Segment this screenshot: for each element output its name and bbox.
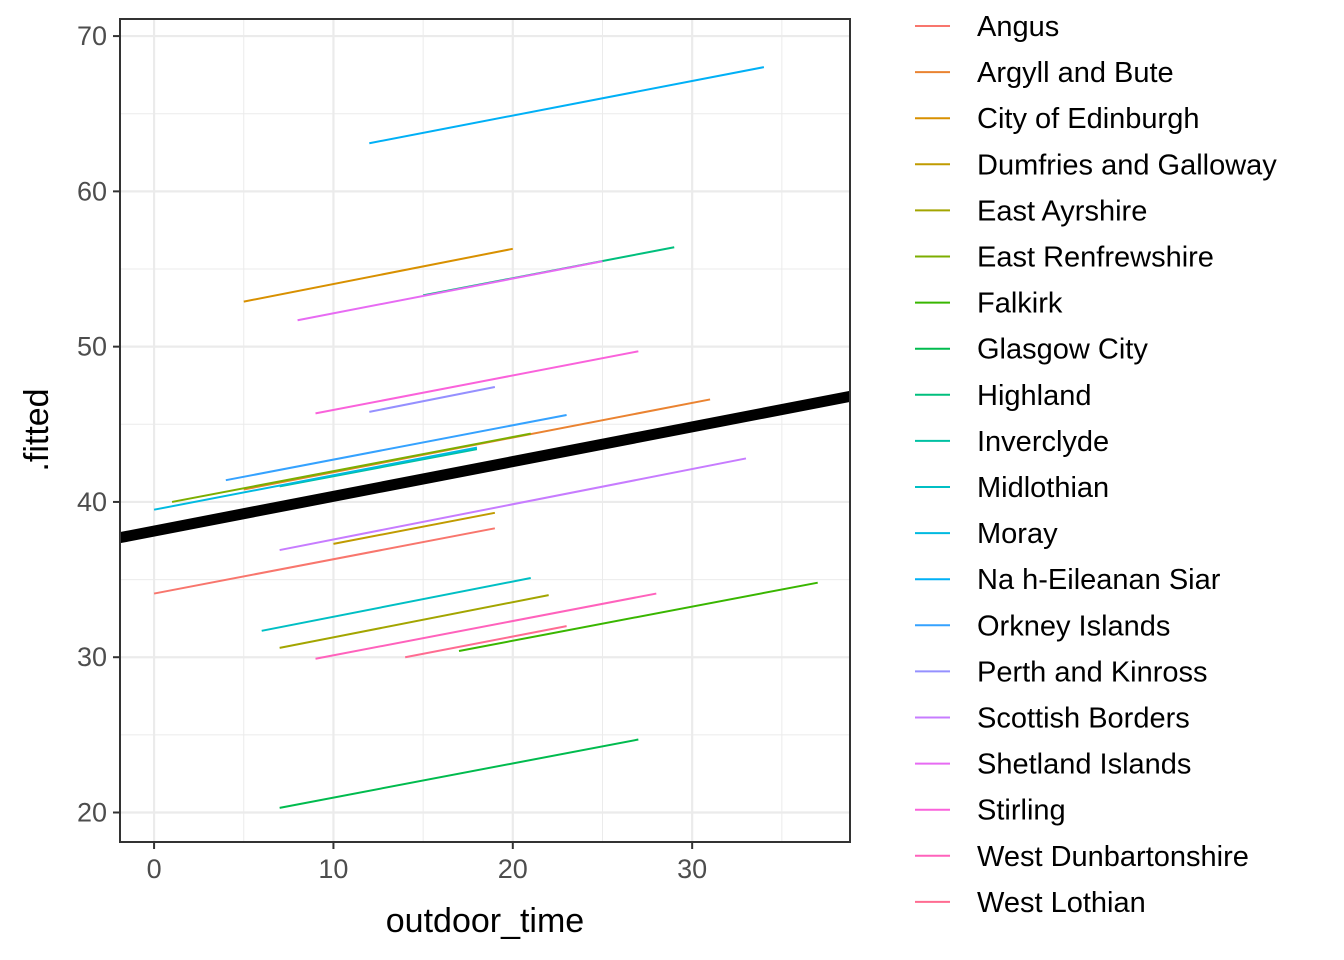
legend-label-4: East Ayrshire [977, 195, 1147, 227]
legend-label-15: Scottish Borders [977, 703, 1190, 735]
series-line-4 [279, 594, 549, 649]
y-tick-label: 50 [77, 332, 107, 362]
y-tick-label: 60 [77, 176, 107, 206]
legend-label-2: City of Edinburgh [977, 103, 1199, 135]
series-line-12 [369, 66, 765, 145]
series-lines [153, 66, 818, 809]
series-line-7 [279, 738, 639, 809]
series-line-10 [261, 577, 531, 632]
x-tick-label: 10 [318, 854, 348, 884]
legend-label-18: West Dunbartonshire [977, 841, 1249, 873]
y-axis-title: .fitted [18, 388, 56, 471]
x-axis-title: outdoor_time [386, 902, 584, 940]
y-tick-label: 30 [77, 642, 107, 672]
series-line-16 [297, 260, 603, 322]
legend-label-7: Glasgow City [977, 334, 1148, 366]
legend-label-8: Highland [977, 380, 1091, 412]
series-line-6 [458, 581, 818, 652]
legend-label-12: Na h-Eileanan Siar [977, 564, 1221, 596]
legend-label-3: Dumfries and Galloway [977, 149, 1277, 181]
legend-label-16: Shetland Islands [977, 749, 1191, 781]
y-axis: 20 30 40 50 60 70 [77, 21, 120, 827]
legend-label-14: Perth and Kinross [977, 656, 1208, 688]
series-line-5 [171, 432, 531, 503]
legend-label-0: Angus [977, 11, 1059, 43]
x-tick-label: 0 [147, 854, 162, 884]
series-line-0 [153, 527, 496, 595]
series-line-17 [315, 350, 639, 415]
panel-border [119, 18, 851, 843]
legend-label-19: West Lothian [977, 887, 1146, 919]
legend-label-17: Stirling [977, 795, 1066, 827]
y-tick-label: 70 [77, 21, 107, 51]
series-line-15 [279, 457, 747, 552]
x-tick-label: 30 [677, 854, 707, 884]
legend-label-9: Inverclyde [977, 426, 1109, 458]
legend: Angus Argyll and Bute City of Edinburgh Dum… [915, 11, 1277, 919]
series-line-3 [333, 511, 496, 545]
series-line-19 [404, 625, 567, 659]
plot-panel [118, 18, 852, 843]
series-line-2 [243, 247, 513, 303]
legend-label-1: Argyll and Bute [977, 57, 1174, 89]
series-line-14 [369, 386, 496, 413]
y-tick-label: 40 [77, 487, 107, 517]
legend-label-5: East Renfrewshire [977, 242, 1214, 274]
x-axis: 0 10 20 30 [147, 842, 707, 884]
legend-label-6: Falkirk [977, 288, 1063, 320]
legend-label-11: Moray [977, 518, 1058, 550]
x-tick-label: 20 [498, 854, 528, 884]
y-tick-label: 20 [77, 797, 107, 827]
series-line-13 [225, 413, 567, 482]
series-line-18 [315, 592, 657, 660]
legend-label-10: Midlothian [977, 472, 1109, 504]
legend-label-13: Orkney Islands [977, 610, 1170, 642]
major-grid [120, 19, 850, 842]
overall-fit-line [118, 390, 852, 544]
series-line-11 [153, 446, 478, 511]
